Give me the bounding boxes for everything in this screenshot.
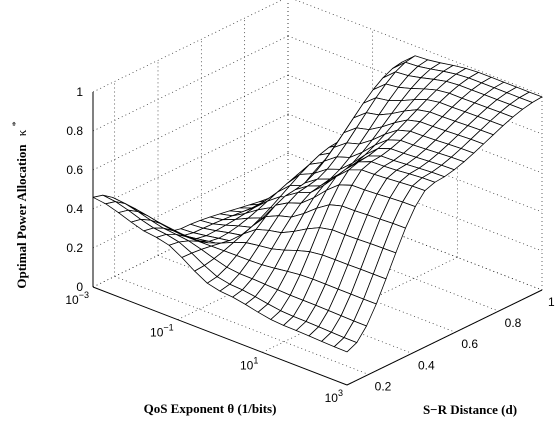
z-gridline-back: [92, 152, 289, 249]
axes-box: [92, 92, 543, 386]
x-tick-exponent: 1: [253, 355, 258, 365]
z-tick-label: 0.2: [66, 241, 83, 255]
x-axis-line: [92, 286, 348, 386]
y-tick-label: 0.6: [461, 337, 478, 351]
x-tick-base: 10: [150, 326, 164, 340]
x-tick-label: 10−1: [150, 323, 174, 340]
x-tick-exponent: −1: [163, 323, 173, 333]
z-gridline-back: [92, 35, 289, 132]
y-axis-line: [346, 289, 543, 386]
y-tick-label: 0.4: [418, 358, 435, 372]
tick-labels: 00.20.40.60.810.20.40.60.8110−310−110110…: [65, 85, 555, 405]
y-gridline-floor: [114, 276, 369, 375]
z-axis-label: Optimal Power Allocation κ *: [11, 121, 29, 288]
x-tick-base: 10: [240, 358, 254, 372]
z-tick-label: 0: [76, 280, 83, 294]
z-gridline-back: [92, 0, 283, 93]
x-tick-base: 10: [65, 293, 79, 307]
x-axis-label: QoS Exponent θ (1/bits): [144, 401, 277, 416]
x-tick-exponent: −3: [79, 290, 89, 300]
z-axis-label-superscript: *: [11, 121, 22, 126]
x-tick-label: 101: [240, 355, 258, 372]
x-tick-base: 10: [325, 391, 339, 405]
z-tick-label: 0.4: [66, 202, 83, 216]
z-tick-label: 0.6: [66, 163, 83, 177]
surface-cell: [333, 337, 358, 353]
y-tick-label: 0.2: [375, 379, 392, 393]
z-gridline-side: [294, 0, 543, 96]
surface-mesh: [92, 55, 543, 353]
y-axis-label: S−R Distance (d): [423, 402, 517, 417]
y-gridline-floor: [287, 191, 543, 291]
z-gridline-back: [92, 74, 289, 171]
y-tick-label: 0.8: [505, 316, 522, 330]
z-gridline-back: [92, 113, 289, 210]
x-tick-exponent: 3: [338, 388, 343, 398]
z-axis-label-text: Optimal Power Allocation: [14, 144, 29, 289]
z-tick-label: 1: [76, 85, 83, 99]
y-tick-label: 1: [548, 295, 555, 309]
x-tick-label: 10−3: [65, 290, 89, 307]
z-axis-label-symbol: κ: [14, 129, 29, 136]
x-tick-label: 103: [325, 388, 343, 405]
z-tick-label: 0.8: [66, 124, 83, 138]
